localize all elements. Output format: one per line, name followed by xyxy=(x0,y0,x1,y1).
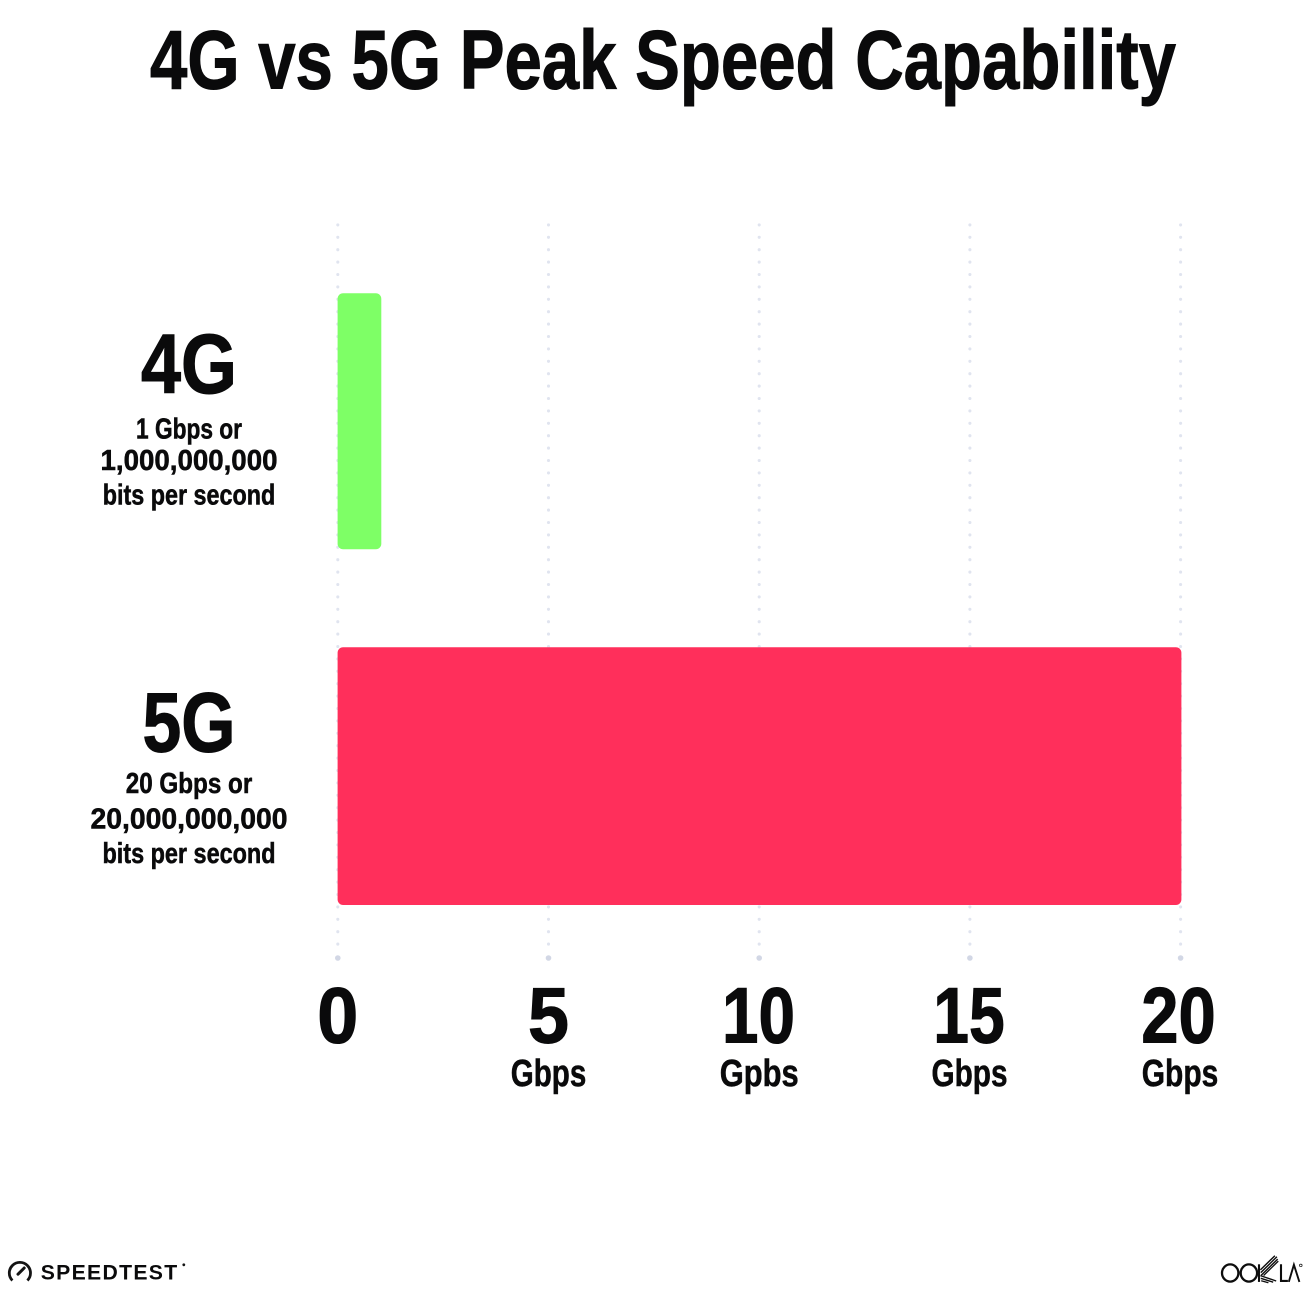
svg-text:15: 15 xyxy=(933,971,1005,1060)
svg-text:1 Gbps or: 1 Gbps or xyxy=(136,414,242,446)
svg-text:20,000,000,000: 20,000,000,000 xyxy=(91,804,288,836)
svg-text:SPEEDTEST: SPEEDTEST xyxy=(41,1262,178,1285)
svg-text:Gbps: Gbps xyxy=(511,1053,587,1095)
svg-text:0: 0 xyxy=(317,971,358,1060)
svg-text:5: 5 xyxy=(528,971,569,1060)
svg-text:4G vs 5G Peak Speed Capability: 4G vs 5G Peak Speed Capability xyxy=(150,13,1176,107)
svg-text:5G: 5G xyxy=(143,676,236,770)
svg-text:bits per second: bits per second xyxy=(103,480,276,512)
svg-text:20: 20 xyxy=(1141,971,1216,1060)
svg-text:10: 10 xyxy=(722,971,795,1060)
svg-text:Gbps: Gbps xyxy=(932,1053,1008,1095)
svg-text:Gbps: Gbps xyxy=(1142,1053,1219,1095)
svg-text:1,000,000,000: 1,000,000,000 xyxy=(101,445,278,477)
svg-text:bits per second: bits per second xyxy=(103,838,276,870)
svg-text:20 Gbps or: 20 Gbps or xyxy=(126,768,253,800)
svg-text:Gpbs: Gpbs xyxy=(720,1053,799,1095)
svg-text:4G: 4G xyxy=(141,317,237,411)
